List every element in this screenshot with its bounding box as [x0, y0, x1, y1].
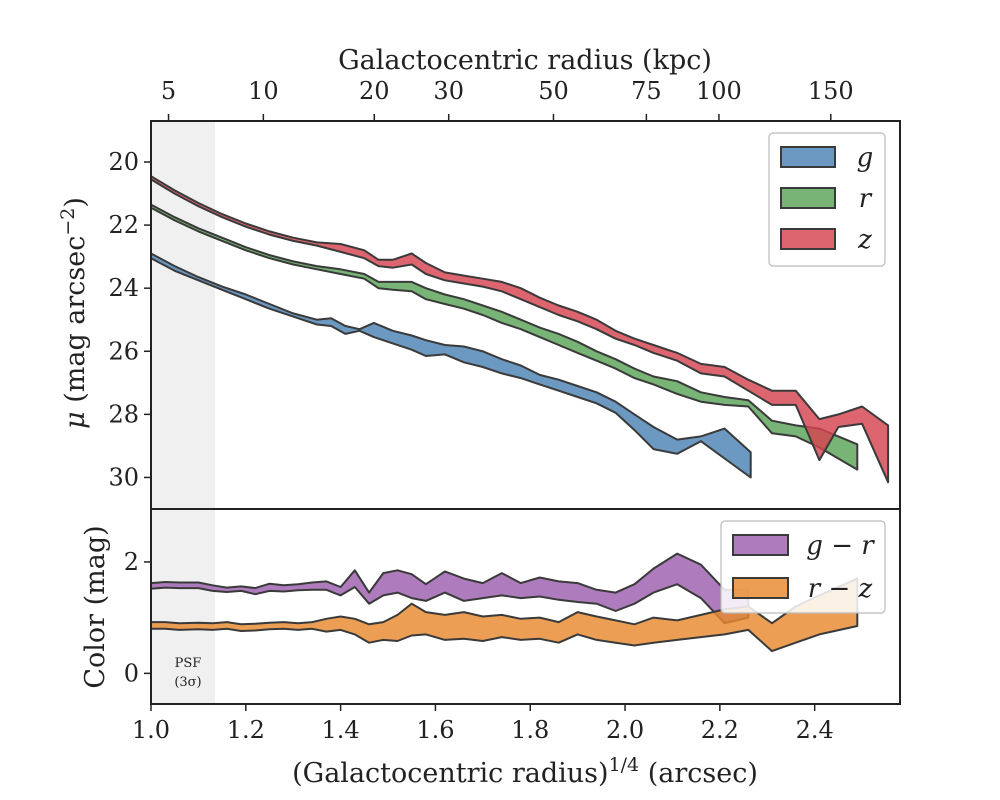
legend-swatch-r-z: [732, 577, 789, 599]
legend-swatch-z: [780, 228, 836, 250]
bottom-panel-series-group: [150, 552, 859, 653]
bottom-panel-x-ticks: 1.0 1.2 1.4 1.6 1.8 2.0 2.2 2.4: [132, 704, 834, 744]
top-axis-label: Galactocentric radius (kpc): [338, 45, 712, 76]
top-panel: 20 22 24 26 28 30 5 10 20 30 50 75 100 150 Galactoce…: [57, 45, 901, 510]
top-axis-tick-label: 100: [696, 77, 742, 105]
x-tick-label: 2.4: [796, 716, 834, 744]
bottom-x-axis-label: (Galactocentric radius)1/4 (arcsec): [292, 754, 758, 789]
legend-label-g: g: [857, 143, 874, 173]
legend-label-r: r: [859, 184, 873, 214]
series-band-g: [150, 252, 752, 479]
bottom-panel-y-ticks: 02: [124, 548, 151, 687]
x-tick-label: 2.2: [701, 716, 739, 744]
x-tick-label: 1.2: [227, 716, 265, 744]
series-band-z: [150, 175, 890, 484]
top-panel-y-axis-label: μ (mag arcsec−2): [57, 197, 91, 429]
psf-label-line2: (3σ): [174, 675, 201, 690]
x-tick-label: 2.0: [606, 716, 644, 744]
y-tick-label: 0: [124, 659, 139, 687]
x-tick-label: 1.6: [416, 716, 454, 744]
bottom-panel-frame: [150, 508, 901, 705]
top-panel-y-ticks: 20 22 24 26 28 30: [108, 148, 151, 491]
top-axis-tick-label: 75: [631, 77, 662, 105]
y-tick-label: 28: [108, 400, 139, 428]
bottom-panel-y-axis-label: Color (mag): [80, 525, 111, 688]
top-panel-series-group: [150, 175, 890, 484]
y-tick-label: 22: [108, 211, 139, 239]
psf-label-line1: PSF: [175, 656, 202, 671]
x-tick-label: 1.0: [132, 716, 170, 744]
bottom-panel-psf-shade: [151, 509, 215, 704]
y-tick-label: 24: [108, 274, 139, 302]
y-tick-label: 26: [108, 337, 139, 365]
series-band-r: [150, 203, 859, 471]
legend-swatch-g-r: [732, 534, 789, 556]
top-axis-tick-label: 30: [433, 77, 464, 105]
legend-label-g-r: g − r: [806, 531, 875, 561]
top-axis-tick-label: 20: [359, 77, 390, 105]
x-tick-label: 1.4: [322, 716, 360, 744]
y-tick-label: 30: [108, 463, 139, 491]
bottom-panel: 02 1.0 1.2 1.4 1.6 1.8 2.0 2.2 2.4 PSF (3σ) Col…: [80, 508, 901, 789]
series-band-r-z: [150, 577, 859, 653]
legend-label-r-z: r − z: [808, 574, 873, 604]
top-panel-psf-shade: [151, 121, 215, 509]
legend-swatch-r: [780, 187, 836, 209]
legend-swatch-g: [780, 146, 836, 168]
top-axis-tick-label: 10: [248, 77, 279, 105]
top-axis-tick-label: 5: [161, 77, 176, 105]
top-axis-tick-label: 50: [538, 77, 569, 105]
top-axis-tick-label: 150: [808, 77, 854, 105]
bottom-panel-legend: g − r r − z: [720, 520, 886, 614]
y-tick-label: 2: [124, 548, 139, 576]
top-panel-legend: grz: [768, 132, 886, 267]
x-tick-label: 1.8: [511, 716, 549, 744]
series-band-g-r: [150, 552, 750, 625]
legend-label-z: z: [857, 225, 872, 255]
y-tick-label: 20: [108, 148, 139, 176]
top-panel-top-axis-ticks: 5 10 20 30 50 75 100 150: [161, 77, 854, 121]
